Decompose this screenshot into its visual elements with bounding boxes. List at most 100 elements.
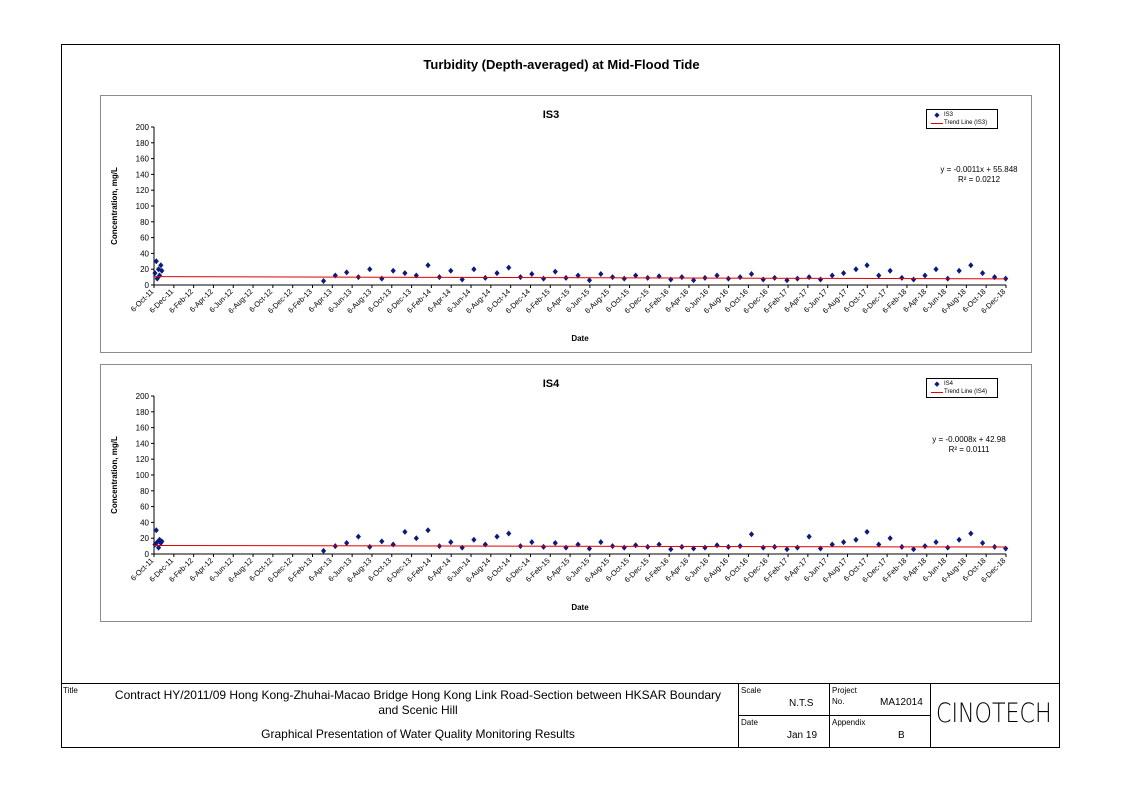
data-point — [864, 262, 870, 269]
y-tick-label: 120 — [136, 455, 150, 464]
project-no-label: No. — [832, 697, 845, 706]
data-point — [656, 541, 662, 548]
chart-panel-is3: IS3 0 20 40 60 80 100 120 140 160 180 200 6-Oct-11 6-… — [100, 95, 1032, 353]
contract-title-line1: Contract HY/2011/09 Hong Kong-Zhuhai-Mac… — [114, 688, 722, 702]
data-point — [425, 527, 431, 534]
drawing-subtitle: Graphical Presentation of Water Quality … — [261, 727, 575, 741]
page-frame — [61, 44, 1060, 748]
data-point — [760, 276, 766, 283]
data-point — [933, 539, 939, 546]
r-squared-text: R² = 0.0212 — [957, 175, 1001, 184]
y-tick-label: 200 — [136, 392, 150, 401]
data-point — [540, 275, 547, 282]
legend-item-series: ◆ IS4 — [930, 380, 994, 388]
data-point — [332, 272, 338, 279]
data-point — [159, 267, 165, 274]
data-point — [829, 541, 835, 548]
data-point — [945, 544, 951, 551]
y-tick-label: 0 — [145, 550, 150, 559]
legend-item-trend: Trend Line (IS3) — [930, 119, 994, 127]
y-axis-label: Concentration, mg/L — [110, 167, 119, 245]
data-point — [402, 270, 408, 277]
y-tick-label: 180 — [136, 139, 150, 148]
data-point — [910, 276, 917, 283]
data-point — [471, 536, 477, 543]
data-point — [320, 547, 327, 554]
appendix-label: Appendix — [832, 718, 866, 727]
y-tick-label: 160 — [136, 424, 150, 433]
divider — [738, 715, 930, 716]
page-title: Turbidity (Depth-averaged) at Mid-Flood … — [423, 57, 700, 72]
data-point — [621, 544, 627, 551]
data-point — [367, 266, 373, 273]
data-point — [506, 530, 512, 537]
data-point — [899, 274, 905, 281]
y-tick-label: 160 — [136, 155, 150, 164]
x-axis-label: Date — [571, 334, 589, 343]
data-point — [668, 276, 674, 283]
data-point — [425, 262, 431, 269]
data-point — [956, 267, 962, 274]
data-point — [494, 270, 500, 277]
title-label: Title — [63, 686, 78, 695]
data-point — [841, 539, 847, 546]
trend-line — [153, 276, 1007, 280]
y-tick-label: 140 — [136, 439, 150, 448]
data-point — [156, 536, 163, 543]
data-point — [690, 545, 697, 552]
data-point — [1003, 545, 1009, 552]
trend-equation: y = -0.0011x + 55.848 R² = 0.0212 — [929, 165, 1029, 185]
data-point — [887, 535, 893, 542]
legend-label: IS3 — [944, 112, 954, 118]
data-point — [714, 272, 720, 279]
trend-equation: y = -0.0008x + 42.98 R² = 0.0111 — [919, 435, 1019, 455]
data-point — [748, 270, 755, 277]
divider — [829, 684, 830, 748]
data-point — [448, 539, 454, 546]
data-point — [737, 274, 743, 281]
data-point — [887, 267, 893, 274]
data-point — [829, 272, 835, 279]
date-label: Date — [741, 718, 758, 727]
data-point — [760, 544, 766, 551]
data-point — [690, 277, 697, 284]
project-label: Project — [832, 686, 857, 695]
data-point — [979, 270, 986, 277]
data-point — [152, 270, 158, 277]
equation-text: y = -0.0008x + 42.98 — [932, 435, 1006, 444]
data-point — [968, 262, 974, 269]
data-point — [379, 275, 385, 282]
y-tick-label: 0 — [145, 281, 150, 290]
data-point — [156, 272, 163, 279]
data-point — [390, 541, 396, 548]
data-point — [598, 539, 604, 546]
data-point — [633, 272, 639, 279]
legend-item-series: ◆ IS3 — [930, 111, 994, 119]
data-point — [922, 543, 928, 550]
data-point — [153, 527, 159, 534]
data-point — [806, 533, 812, 540]
data-point — [586, 545, 593, 552]
appendix-value: B — [898, 730, 905, 741]
project-number: MA12014 — [880, 697, 923, 708]
data-point — [379, 538, 385, 545]
data-point — [320, 278, 327, 285]
y-axis-label: Concentration, mg/L — [110, 436, 119, 514]
data-point — [506, 264, 512, 271]
data-point — [806, 274, 812, 281]
legend-label: Trend Line (IS3) — [944, 120, 988, 126]
data-point — [817, 545, 824, 552]
data-point — [668, 546, 674, 553]
y-tick-label: 40 — [140, 518, 149, 527]
diamond-marker-icon: ◆ — [934, 381, 940, 388]
data-point — [853, 266, 859, 273]
data-point — [390, 267, 396, 274]
data-point — [413, 535, 419, 542]
equation-text: y = -0.0011x + 55.848 — [940, 165, 1018, 174]
data-point — [794, 544, 800, 551]
data-point — [748, 531, 755, 538]
data-point — [784, 546, 790, 553]
y-tick-label: 60 — [140, 503, 149, 512]
chart-panel-is4: IS4 0 20 40 60 80 100 120 140 160 180 200 6-Oct-11 6-… — [100, 364, 1032, 622]
diamond-marker-icon: ◆ — [934, 112, 940, 119]
